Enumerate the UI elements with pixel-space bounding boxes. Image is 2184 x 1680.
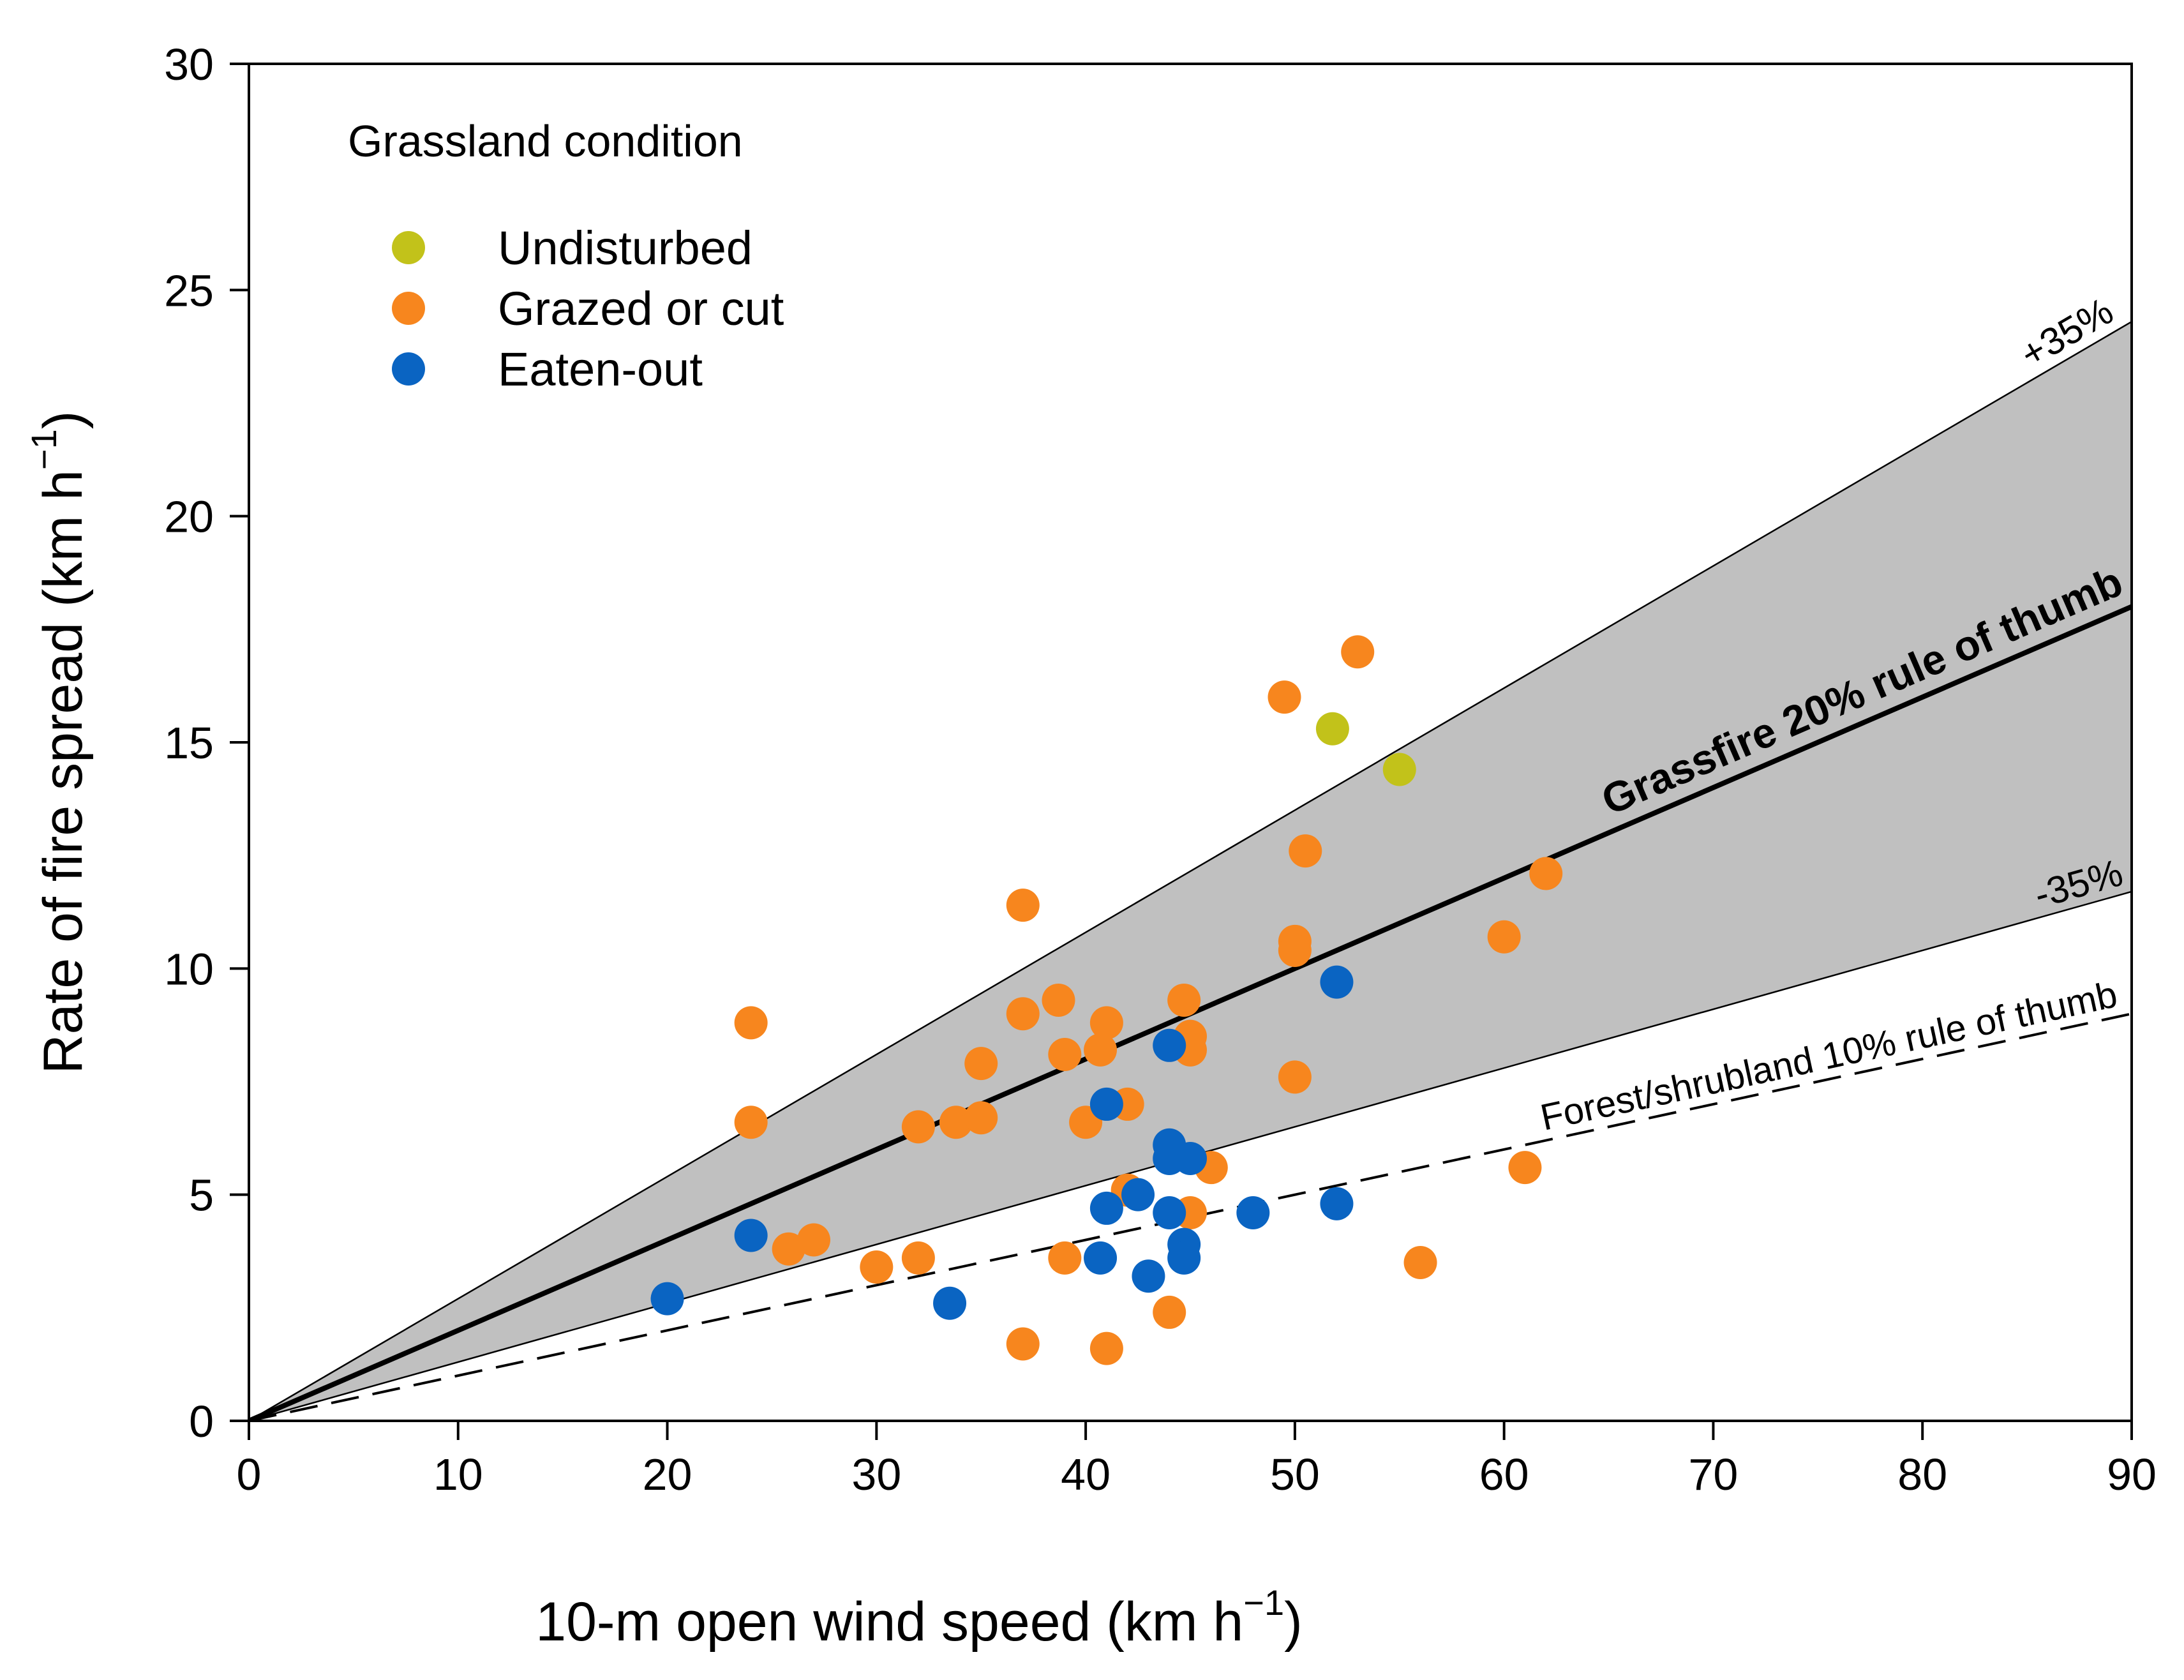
point-eaten-out [650, 1282, 684, 1316]
point-undisturbed [1315, 712, 1349, 746]
data-points-layer [650, 635, 1563, 1365]
y-tick-label: 30 [164, 40, 214, 89]
point-grazed-or-cut [1278, 933, 1312, 967]
point-grazed-or-cut [1006, 997, 1040, 1031]
point-grazed-or-cut [964, 1101, 998, 1135]
x-tick-label: 60 [1479, 1450, 1529, 1499]
point-grazed-or-cut [1153, 1295, 1186, 1329]
legend-label-eaten-out: Eaten-out [498, 343, 703, 396]
y-tick-label: 5 [189, 1171, 214, 1220]
point-eaten-out [1167, 1241, 1201, 1275]
point-grazed-or-cut [1089, 1331, 1123, 1365]
y-tick-label: 0 [189, 1397, 214, 1446]
y-axis-label: Rate of fire spread (km h−1) [24, 411, 94, 1074]
point-eaten-out [1084, 1241, 1118, 1275]
point-eaten-out [1089, 1087, 1123, 1121]
x-tick-label: 90 [2107, 1450, 2157, 1499]
y-axis: 0 5 10 15 20 25 30 [164, 40, 249, 1446]
point-grazed-or-cut [772, 1232, 805, 1266]
legend: Grassland condition Undisturbed Grazed or… [348, 116, 784, 396]
legend-marker-grazed-or-cut [392, 292, 425, 325]
point-grazed-or-cut [734, 1106, 768, 1139]
point-grazed-or-cut [1084, 1033, 1118, 1067]
point-eaten-out [1121, 1178, 1155, 1211]
point-eaten-out [1174, 1141, 1207, 1175]
point-grazed-or-cut [901, 1110, 935, 1144]
x-tick-label: 0 [237, 1450, 262, 1499]
point-eaten-out [1153, 1028, 1186, 1062]
legend-marker-eaten-out [392, 352, 425, 386]
point-eaten-out [933, 1286, 967, 1320]
point-grazed-or-cut [1403, 1245, 1437, 1279]
point-grazed-or-cut [1048, 1037, 1082, 1071]
point-eaten-out [1089, 1191, 1123, 1225]
line-forest-shrubland-10-rule-of-thumb [249, 1012, 2132, 1421]
point-grazed-or-cut [1289, 834, 1322, 868]
point-grazed-or-cut [1089, 1006, 1123, 1040]
point-grazed-or-cut [1278, 1060, 1312, 1094]
point-grazed-or-cut [1006, 1327, 1040, 1361]
point-grazed-or-cut [1529, 857, 1563, 890]
legend-label-grazed-or-cut: Grazed or cut [498, 282, 784, 335]
x-axis: 0 10 20 30 40 50 60 70 80 90 [237, 1421, 2157, 1499]
point-grazed-or-cut [860, 1250, 894, 1284]
point-grazed-or-cut [1042, 983, 1075, 1017]
legend-label-undisturbed: Undisturbed [498, 221, 752, 274]
legend-title: Grassland condition [348, 116, 743, 166]
point-grazed-or-cut [1508, 1151, 1542, 1185]
x-axis-label: 10-m open wind speed (km h−1) [535, 1582, 1303, 1653]
x-tick-label: 30 [851, 1450, 901, 1499]
point-grazed-or-cut [1487, 920, 1521, 954]
point-eaten-out [1153, 1196, 1186, 1230]
x-tick-label: 50 [1270, 1450, 1320, 1499]
point-eaten-out [1236, 1196, 1270, 1230]
x-tick-label: 40 [1061, 1450, 1111, 1499]
point-grazed-or-cut [1167, 983, 1201, 1017]
point-eaten-out [1320, 1187, 1354, 1220]
y-tick-label: 15 [164, 718, 214, 768]
x-tick-label: 20 [643, 1450, 692, 1499]
point-eaten-out [1132, 1259, 1165, 1293]
point-grazed-or-cut [734, 1006, 768, 1040]
y-tick-label: 25 [164, 266, 214, 315]
point-grazed-or-cut [1268, 680, 1301, 714]
point-grazed-or-cut [1006, 889, 1040, 922]
point-undisturbed [1382, 753, 1416, 786]
legend-marker-undisturbed [392, 231, 425, 264]
y-tick-label: 20 [164, 492, 214, 542]
line-35 [249, 320, 2132, 1421]
point-eaten-out [734, 1219, 768, 1252]
point-grazed-or-cut [964, 1047, 998, 1081]
x-tick-label: 70 [1689, 1450, 1739, 1499]
y-tick-label: 10 [164, 944, 214, 994]
point-eaten-out [1320, 965, 1354, 999]
point-grazed-or-cut [797, 1223, 830, 1257]
point-grazed-or-cut [1341, 635, 1375, 669]
x-tick-label: 80 [1897, 1450, 1947, 1499]
x-tick-label: 10 [433, 1450, 483, 1499]
point-grazed-or-cut [901, 1241, 935, 1275]
point-grazed-or-cut [1048, 1241, 1082, 1275]
point-grazed-or-cut [939, 1106, 973, 1139]
